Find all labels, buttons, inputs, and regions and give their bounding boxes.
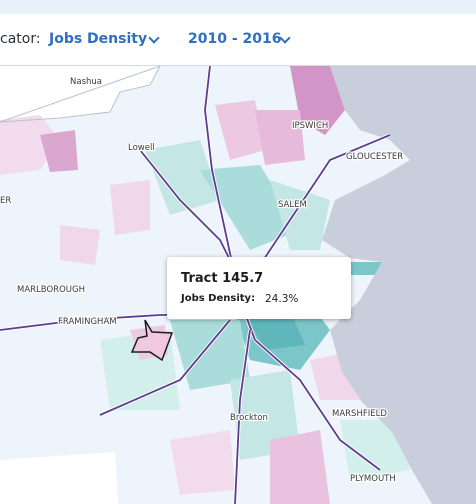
place-label: ER (0, 196, 11, 206)
top-strip (0, 0, 476, 14)
tooltip: Tract 145.7 Jobs Density: 24.3% (167, 257, 351, 319)
tooltip-label: Jobs Density: (181, 293, 256, 304)
place-label: MARSHFIELD (332, 409, 387, 419)
place-label: FRAMINGHAM (58, 317, 117, 327)
period-dropdown[interactable]: 2010 - 2016 (188, 31, 282, 47)
selected-tract (130, 319, 174, 362)
map: Nashua Lowell IPSWICH GLOUCESTER SALEM E… (0, 66, 476, 504)
indicator-dropdown[interactable]: Jobs Density (49, 31, 148, 47)
place-label: Brockton (230, 413, 268, 423)
place-label: Nashua (70, 77, 102, 87)
ocean (322, 66, 476, 504)
roads (0, 66, 391, 504)
filter-bar (0, 14, 476, 66)
place-label: MARLBOROUGH (17, 285, 85, 295)
land-frame (0, 452, 118, 504)
place-label: PLYMOUTH (350, 474, 396, 484)
state-line (0, 66, 161, 123)
tooltip-value: 24.3% (265, 293, 299, 305)
tracts (0, 66, 410, 504)
place-labels: Nashua Lowell IPSWICH GLOUCESTER SALEM E… (0, 76, 404, 486)
place-label: GLOUCESTER (346, 152, 403, 162)
place-label: Lowell (128, 143, 155, 153)
place-label: IPSWICH (292, 121, 328, 131)
indicator-label: cator: (0, 31, 41, 47)
tooltip-title: Tract 145.7 (181, 271, 264, 286)
place-label: SALEM (278, 200, 307, 210)
